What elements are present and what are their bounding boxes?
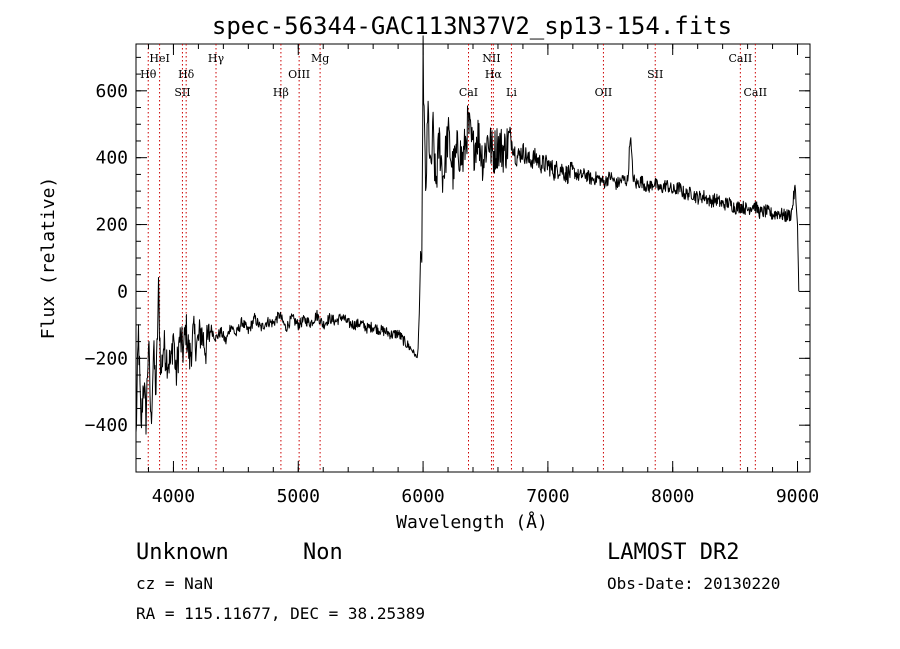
line-label: HeI <box>149 52 169 65</box>
line-label: OII <box>595 86 613 99</box>
object-class: Unknown <box>136 540 229 565</box>
y-axis-label: Flux (relative) <box>38 177 59 340</box>
line-label: Li <box>506 86 517 99</box>
y-tick-label: 600 <box>95 81 128 102</box>
line-label: SII <box>647 68 663 81</box>
y-tick-label: 400 <box>95 148 128 169</box>
plot-frame <box>135 43 811 473</box>
object-subclass: Non <box>303 540 343 565</box>
chart-title: spec-56344-GAC113N37V2_sp13-154.fits <box>212 12 732 40</box>
y-tick-label: −400 <box>85 415 128 436</box>
spectrum-series <box>135 35 800 435</box>
x-tick-label: 6000 <box>401 486 444 507</box>
redshift-value: cz = NaN <box>136 574 213 593</box>
survey-name: LAMOST DR2 <box>607 540 739 565</box>
coordinates: RA = 115.11677, DEC = 38.25389 <box>136 604 425 623</box>
line-label: NII <box>482 52 500 65</box>
line-label: CaII <box>729 52 753 65</box>
x-tick-label: 7000 <box>526 486 569 507</box>
x-axis-label: Wavelength (Å) <box>396 511 548 533</box>
line-label: CaI <box>459 86 478 99</box>
line-label: Hθ <box>140 68 157 81</box>
line-label: Hδ <box>178 68 195 81</box>
line-label: OIII <box>288 68 310 81</box>
x-tick-label: 8000 <box>651 486 694 507</box>
observation-date: Obs-Date: 20130220 <box>607 574 780 593</box>
axis-ticks: 4000 5000 6000 7000 8000 9000 −400 −200 0 200 400 6… <box>85 44 819 507</box>
y-tick-label: 200 <box>95 215 128 236</box>
x-tick-label: 9000 <box>776 486 819 507</box>
x-tick-label: 4000 <box>152 486 195 507</box>
x-tick-label: 5000 <box>277 486 320 507</box>
y-tick-label: 0 <box>117 281 128 302</box>
line-label: Hα <box>485 68 503 81</box>
spectrum-line <box>135 35 800 435</box>
line-label: Mg <box>311 52 329 65</box>
line-label: Hγ <box>208 52 225 65</box>
y-tick-label: −200 <box>85 348 128 369</box>
line-label: CaII <box>743 86 767 99</box>
line-label: SII <box>174 86 190 99</box>
line-label: Hβ <box>273 86 289 99</box>
